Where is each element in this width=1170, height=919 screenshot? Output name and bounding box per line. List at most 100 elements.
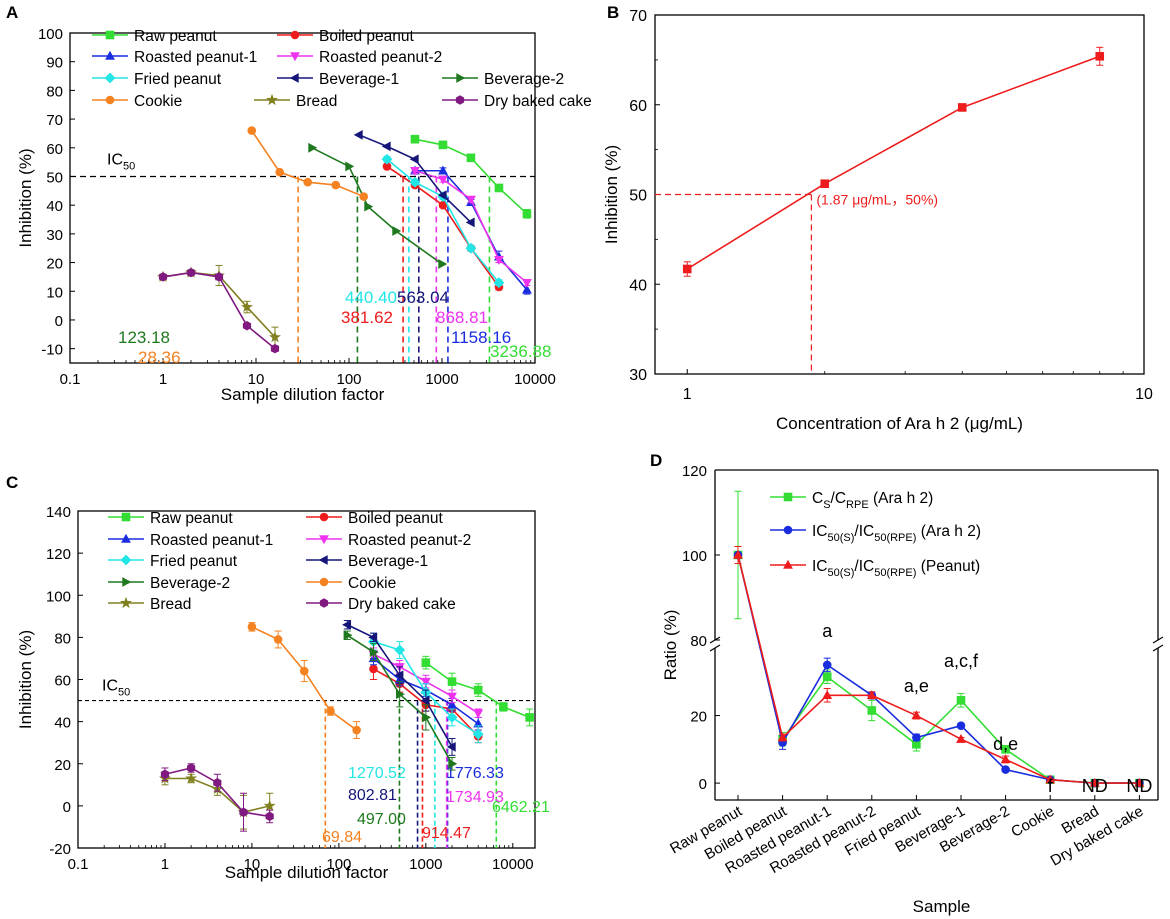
data-point <box>1001 745 1010 754</box>
ic50-value-label: 802.81 <box>348 787 397 804</box>
marker-circle <box>331 180 341 190</box>
legend-marker <box>319 512 329 522</box>
y-tick-label: 120 <box>682 463 707 480</box>
series-line <box>737 554 1140 784</box>
data-point <box>410 167 420 176</box>
marker-triangle-up <box>911 710 922 720</box>
marker-circle <box>299 666 309 676</box>
legend-item: Dry baked cake <box>442 93 592 110</box>
legend-marker <box>318 555 328 565</box>
legend-item: Roasted peanut-2 <box>306 532 471 549</box>
ic50-value-label: 1158.16 <box>451 328 511 347</box>
marker-square <box>473 685 483 695</box>
legend-label: Bread <box>150 596 191 613</box>
y-tick-label: 0 <box>699 776 707 793</box>
y-tick-label: -10 <box>41 342 63 359</box>
marker-triangle-right <box>448 758 458 769</box>
marker-triangle-right <box>345 161 355 172</box>
data-point <box>682 264 692 274</box>
marker-diamond <box>120 554 132 566</box>
x-tick-label: 100 <box>336 371 361 388</box>
data-point <box>473 685 483 695</box>
marker-square <box>822 672 832 682</box>
marker-hexagon <box>213 777 222 788</box>
data-point <box>342 619 352 630</box>
data-point <box>381 141 391 152</box>
x-tick-label: 0.1 <box>60 371 81 388</box>
marker-triangle-up <box>777 732 788 742</box>
data-point <box>911 710 922 720</box>
legend-label: IC50(S)/IC50(RPE) (Ara h 2) <box>812 523 981 544</box>
series-line <box>311 147 443 265</box>
marker-circle <box>912 733 921 742</box>
data-point <box>409 154 419 165</box>
legend-marker <box>783 559 793 569</box>
y-tick-label: 40 <box>46 198 63 215</box>
marker-triangle-left <box>318 555 328 565</box>
y-tick-label: -20 <box>49 841 71 858</box>
series <box>343 630 458 771</box>
x-axis-title: Sample dilution factor <box>225 863 389 882</box>
ic50-value-label: 1734.93 <box>446 789 504 806</box>
data-point <box>522 284 532 294</box>
marker-square <box>410 134 420 144</box>
legend-item: Fried peanut <box>108 553 238 570</box>
data-point <box>1001 765 1010 774</box>
data-point <box>499 702 508 712</box>
data-point <box>303 177 313 187</box>
marker-square <box>1095 51 1105 61</box>
x-tick-label: 10000 <box>514 371 556 388</box>
marker-diamond <box>472 728 484 740</box>
marker-triangle-right <box>343 630 353 641</box>
data-point <box>213 777 222 788</box>
marker-hexagon <box>242 320 252 331</box>
marker-square <box>421 658 431 667</box>
data-point <box>466 195 476 205</box>
marker-circle <box>319 577 329 587</box>
marker-triangle-down <box>420 677 431 687</box>
marker-triangle-down <box>466 195 476 205</box>
data-point <box>214 272 224 282</box>
series-line <box>686 55 1101 270</box>
data-point <box>345 161 355 172</box>
axis-break-mark <box>1152 636 1164 644</box>
marker-triangle-left <box>289 73 299 83</box>
legend-marker <box>121 512 131 522</box>
data-point <box>448 758 458 769</box>
x-tick-label: 0.1 <box>68 856 89 873</box>
data-point <box>353 129 363 140</box>
legend-label: Dry baked cake <box>484 93 592 110</box>
legend-label: Beverage-2 <box>484 71 564 88</box>
series-line <box>737 554 1140 784</box>
marker-triangle-up <box>956 733 966 743</box>
marker-square <box>438 140 448 150</box>
data-point <box>465 217 475 228</box>
marker-circle <box>319 512 329 522</box>
marker-triangle-right <box>456 73 466 83</box>
legend-marker <box>120 554 132 566</box>
data-point <box>241 300 253 313</box>
marker-square <box>820 179 830 189</box>
marker-star <box>185 772 198 784</box>
marker-square <box>1001 745 1010 754</box>
ic50-value-label: 28.36 <box>138 348 181 367</box>
marker-circle <box>352 725 361 735</box>
marker-triangle-down <box>494 255 504 265</box>
marker-hexagon <box>187 763 196 773</box>
marker-star <box>268 330 281 343</box>
legend-marker <box>290 30 300 40</box>
legend-label: Boiled peanut <box>348 510 443 527</box>
marker-square <box>525 713 534 722</box>
x-axis: 1 10 <box>683 369 1153 403</box>
marker-triangle-left <box>465 217 475 228</box>
legend-label: Roasted peanut-1 <box>150 532 273 549</box>
data-point <box>308 142 318 153</box>
data-point <box>777 732 788 742</box>
marker-star <box>120 596 132 609</box>
data-point <box>270 343 280 354</box>
legend: Raw peanut Boiled peanut Roasted peanut-1 R… <box>108 510 471 613</box>
data-point <box>331 180 341 190</box>
y-tick-label: 40 <box>629 277 647 294</box>
data-point <box>352 725 361 735</box>
